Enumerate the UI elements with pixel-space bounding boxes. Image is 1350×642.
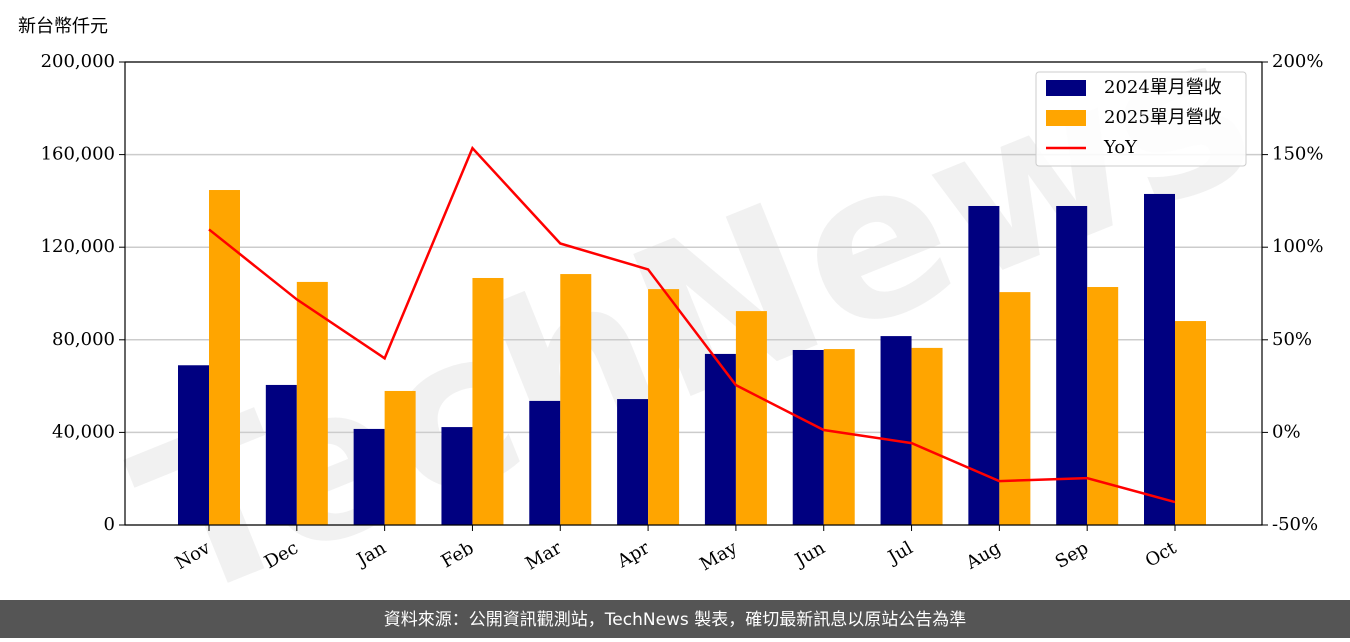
- bar: [296, 281, 328, 525]
- x-tick-label: Sep: [1052, 537, 1092, 572]
- bar: [178, 365, 209, 525]
- bar: [529, 400, 561, 525]
- legend-label: 2025單月營收: [1104, 107, 1222, 128]
- bar: [384, 390, 416, 525]
- y-tick-label: 120,000: [41, 236, 115, 257]
- y-tick-label: 0: [104, 514, 115, 535]
- bar: [968, 205, 1000, 526]
- bar: [704, 353, 736, 525]
- legend-swatch: [1046, 110, 1086, 126]
- bar: [617, 399, 649, 525]
- bar: [265, 384, 297, 525]
- bar: [1056, 205, 1088, 526]
- legend-box: [1035, 71, 1247, 167]
- legend-label: 2024單月營收: [1104, 77, 1222, 98]
- bar: [648, 289, 680, 525]
- y2-tick-label: -50%: [1272, 514, 1318, 535]
- y-tick-label: 40,000: [52, 421, 115, 442]
- footer-text: 資料來源：公開資訊觀測站，TechNews 製表，確切最新訊息以原站公告為準: [384, 610, 966, 630]
- y-tick-label: 200,000: [41, 51, 115, 72]
- x-tick-label: Mar: [522, 537, 566, 574]
- legend-swatch: [1046, 80, 1086, 96]
- bar: [209, 190, 240, 525]
- bar: [792, 349, 824, 525]
- x-tick-label: May: [696, 537, 741, 575]
- bar: [1175, 321, 1206, 525]
- bar: [1087, 287, 1119, 525]
- y2-tick-label: 0%: [1272, 421, 1301, 442]
- bar: [999, 292, 1031, 525]
- bar: [911, 347, 943, 525]
- bar: [560, 274, 592, 525]
- line: [208, 145, 1176, 504]
- x-tick-label: Jun: [790, 537, 829, 572]
- bar: [472, 277, 504, 525]
- bar: [1144, 193, 1175, 525]
- bar: [880, 336, 912, 525]
- bar: [441, 427, 473, 525]
- y2-tick-label: 50%: [1272, 329, 1312, 350]
- plot-frame: [124, 61, 1263, 526]
- bar: [735, 311, 767, 525]
- x-tick-label: Jul: [883, 537, 917, 569]
- y-tick-label: 160,000: [41, 144, 115, 165]
- y2-tick-label: 200%: [1272, 51, 1323, 72]
- footer-bar: [0, 600, 1350, 638]
- y2-tick-label: 150%: [1272, 144, 1323, 165]
- bar: [353, 428, 385, 525]
- y-tick-label: 80,000: [52, 329, 115, 350]
- y2-tick-label: 100%: [1272, 236, 1323, 257]
- x-tick-label: Oct: [1142, 537, 1181, 572]
- x-tick-label: Aug: [962, 537, 1005, 574]
- x-tick-label: Apr: [613, 537, 653, 572]
- y-axis-label: 新台幣仟元: [18, 16, 108, 37]
- bar: [823, 349, 855, 525]
- legend-label: YoY: [1103, 137, 1138, 158]
